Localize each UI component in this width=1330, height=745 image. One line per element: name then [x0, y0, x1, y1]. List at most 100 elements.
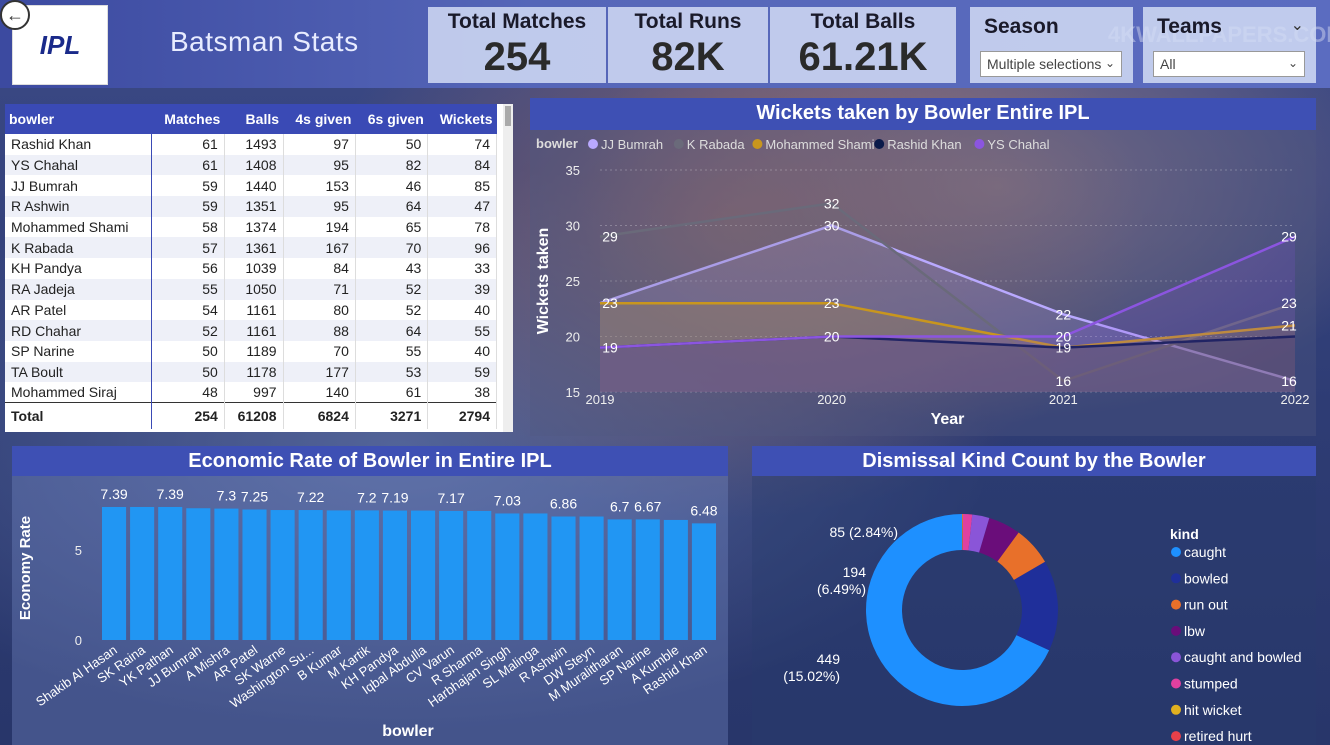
table-cell: 71: [283, 278, 356, 300]
x-tick-label: 2019: [586, 392, 615, 407]
line-chart: bowler JJ Bumrah K Rabada Mohammed Shami Ras…: [535, 136, 1310, 428]
bar: [354, 510, 379, 640]
series-area: [600, 225, 1295, 392]
slice-label: 2003 (67.01%): [850, 742, 942, 745]
legend-marker: [1171, 625, 1181, 636]
table-row[interactable]: K Rabada 57 1361 167 70 96: [5, 237, 497, 259]
bar-chart-panel: Economic Rate of Bowler in Entire IPL 0 5…: [12, 446, 728, 745]
table-cell: 55: [427, 320, 497, 341]
data-label: 23: [602, 295, 618, 311]
table-cell: 52: [151, 320, 225, 341]
y-tick-label: 30: [566, 219, 580, 234]
kpi-label: Total Balls: [810, 10, 916, 33]
bar: [495, 513, 520, 640]
teams-dropdown[interactable]: All ⌄: [1153, 51, 1305, 77]
table-row[interactable]: RA Jadeja 55 1050 71 52 39: [5, 278, 497, 300]
table-row[interactable]: Mohammed Siraj 48 997 140 61 38: [5, 382, 497, 403]
table-cell: RD Chahar: [5, 320, 153, 341]
table-cell: R Ashwin: [5, 196, 153, 217]
line-chart-title: Wickets taken by Bowler Entire IPL: [530, 98, 1316, 130]
table-total-row: Total 254 61208 6824 3271 2794: [5, 402, 497, 429]
table-cell: 70: [355, 237, 429, 259]
series-area: [600, 236, 1295, 392]
table-row[interactable]: KH Pandya 56 1039 84 43 33: [5, 258, 497, 279]
column-header[interactable]: bowler: [5, 104, 152, 134]
donut-slice: [962, 514, 973, 551]
column-header[interactable]: Wickets: [427, 104, 497, 134]
table-row[interactable]: SP Narine 50 1189 70 55 40: [5, 340, 497, 362]
table-cell: 54: [151, 299, 225, 321]
table-row[interactable]: AR Patel 54 1161 80 52 40: [5, 299, 497, 321]
table-cell: 84: [283, 258, 356, 279]
column-header[interactable]: 4s given: [283, 104, 356, 134]
data-label: 30: [824, 218, 840, 234]
data-label: 20: [824, 329, 840, 345]
chevron-down-icon[interactable]: ⌄: [1290, 17, 1304, 34]
y-tick-label: 25: [566, 274, 580, 289]
table-row[interactable]: R Ashwin 59 1351 95 64 47: [5, 196, 497, 217]
series-area: [600, 336, 1295, 392]
legend-label: JJ Bumrah: [601, 137, 663, 152]
total-cell: 3271: [355, 402, 429, 429]
table-row[interactable]: RD Chahar 52 1161 88 64 55: [5, 320, 497, 341]
legend-marker: [752, 139, 763, 149]
table-cell: 61: [355, 382, 429, 403]
table-scrollbar[interactable]: [503, 104, 513, 432]
table-cell: 80: [283, 299, 356, 321]
table-cell: 97: [283, 134, 356, 155]
kpi-value: 254: [483, 35, 551, 79]
bar: [439, 510, 464, 640]
table-cell: 84: [427, 154, 497, 176]
back-icon[interactable]: ←: [0, 0, 30, 30]
table-cell: 70: [283, 340, 356, 362]
bar: [635, 519, 660, 640]
table-cell: 61: [151, 134, 225, 155]
table-row[interactable]: YS Chahal 61 1408 95 82 84: [5, 154, 497, 176]
table-cell: K Rabada: [5, 237, 153, 259]
table-cell: 59: [427, 361, 497, 383]
legend-marker: [1171, 547, 1181, 557]
bar-value-label: 7.22: [297, 489, 324, 505]
bar-chart-title: Economic Rate of Bowler in Entire IPL: [12, 446, 728, 476]
slice-label: 449: [817, 651, 841, 667]
table-cell: 177: [283, 361, 356, 383]
legend-label: K Rabada: [687, 137, 746, 152]
table-row[interactable]: TA Boult 50 1178 177 53 59: [5, 361, 497, 383]
table-cell: 56: [151, 258, 225, 279]
table-cell: 53: [355, 361, 429, 383]
bowler-stats-table: bowler Matches Balls 4s given 6s given Wicket…: [5, 104, 513, 432]
data-label: 16: [1281, 373, 1297, 389]
table-cell: Mohammed Siraj: [5, 382, 153, 403]
table-row[interactable]: Rashid Khan 61 1493 97 50 74: [5, 134, 497, 155]
bar-value-label: 6.67: [634, 498, 661, 514]
table-cell: 82: [355, 154, 429, 176]
kpi-label: Total Runs: [634, 10, 742, 33]
y-tick-label: 0: [75, 633, 82, 648]
scrollbar-thumb[interactable]: [505, 106, 511, 126]
season-dropdown[interactable]: Multiple selections ⌄: [980, 51, 1122, 77]
kpi-card-total-balls: Total Balls 61.21K: [770, 7, 956, 83]
column-header[interactable]: Matches: [151, 104, 225, 134]
column-header[interactable]: Balls: [224, 104, 284, 134]
series-line: [599, 235, 1296, 349]
bar-value-label: 7.39: [157, 486, 184, 502]
legend-label: retired hurt: [1184, 728, 1252, 744]
table-row[interactable]: JJ Bumrah 59 1440 153 46 85: [5, 175, 497, 197]
series-line: [599, 224, 1296, 383]
total-cell: 254: [151, 402, 225, 429]
y-tick-label: 35: [566, 163, 580, 178]
legend-label: bowled: [1184, 570, 1228, 586]
bar: [102, 506, 127, 640]
x-tick-label: 2022: [1281, 392, 1310, 407]
data-label: 19: [602, 340, 618, 356]
table-header-row: bowler Matches Balls 4s given 6s given Wicket…: [5, 104, 497, 134]
chevron-down-icon: ⌄: [1104, 56, 1115, 70]
table-cell: 61: [151, 154, 225, 176]
x-tick-label: 2021: [1049, 392, 1078, 407]
table-cell: 1440: [224, 175, 284, 197]
bar: [467, 510, 492, 640]
column-header[interactable]: 6s given: [355, 104, 428, 134]
chevron-down-icon: ⌄: [1287, 56, 1298, 70]
table-row[interactable]: Mohammed Shami 58 1374 194 65 78: [5, 216, 497, 238]
